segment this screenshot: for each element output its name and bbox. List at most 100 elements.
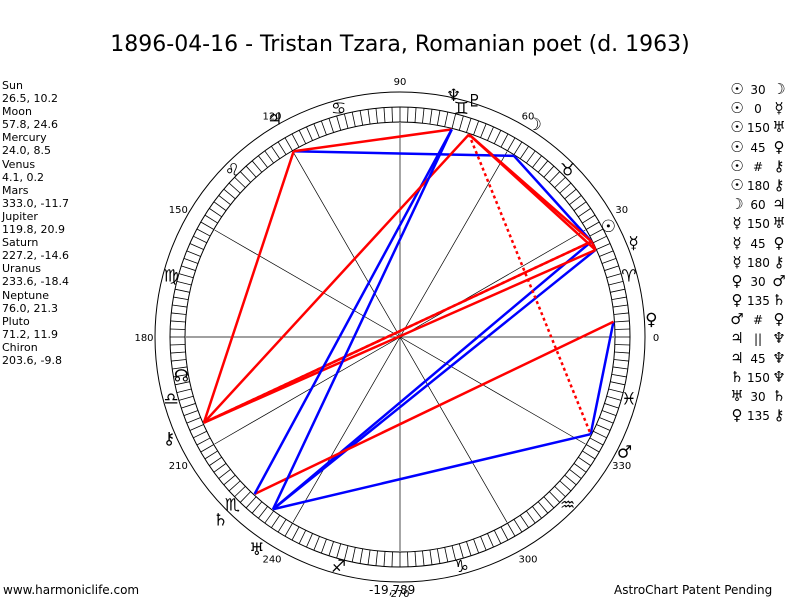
degree-tick: [359, 548, 364, 564]
aspect-symbol: 150: [747, 370, 770, 385]
degree-tick: [554, 176, 566, 188]
degree-tick: [606, 273, 622, 279]
aspect-symbol: 180: [747, 255, 770, 270]
degree-tick: [170, 328, 186, 330]
degree-tick: [613, 312, 629, 315]
degree-tick: [228, 480, 241, 492]
venus-icon: ♀: [731, 271, 743, 290]
planet-name-mars: Mars: [2, 183, 29, 197]
degree-tick: [473, 538, 480, 554]
planet-values-pluto: 71.2, 11.9: [2, 327, 58, 341]
degree-tick: [444, 547, 449, 563]
lunar-node-icon: ☊: [174, 367, 189, 387]
degree-tick: [320, 538, 327, 554]
degree-tick: [573, 201, 587, 211]
uranus-icon: ♅: [730, 387, 744, 405]
aspect-row: ♀ 135 ♄: [727, 291, 789, 310]
website-link[interactable]: www.harmoniclife.com: [3, 583, 140, 597]
degree-tick: [596, 424, 611, 431]
aspect-symbol: 135: [747, 294, 770, 309]
degree-tick: [451, 545, 457, 561]
degree-tick: [589, 228, 604, 237]
degree-tick: [196, 437, 211, 446]
degree-tick: [436, 548, 441, 564]
degree-tick: [383, 107, 386, 123]
degree-tick: [313, 123, 320, 138]
planet-values-saturn: 227.2, -14.6: [2, 249, 69, 263]
scorpio-icon: ♏: [225, 496, 240, 516]
degree-tick: [223, 474, 236, 486]
planet-name-saturn: Saturn: [2, 236, 39, 250]
degree-tick: [189, 424, 204, 431]
degree-tick: [487, 533, 494, 548]
degree-tick: [451, 113, 457, 129]
degree-tick: [200, 444, 215, 453]
degree-tick: [336, 543, 342, 559]
moon-icon: ☽: [730, 195, 744, 214]
capricorn-icon: ♑: [454, 557, 469, 577]
sun-icon: ☉: [730, 118, 744, 137]
aspect-symbol: ||: [753, 332, 763, 347]
chiron-icon: ⚷: [773, 252, 785, 271]
degree-tick: [328, 541, 334, 556]
degree-tick: [608, 388, 624, 394]
degree-tick: [593, 430, 607, 439]
degree-tick: [277, 141, 287, 155]
planet-values-neptune: 76.0, 21.3: [2, 301, 58, 315]
neptune-icon: ♆: [772, 329, 786, 348]
degree-tick: [500, 133, 509, 148]
degree-tick: [578, 456, 591, 466]
neptune-icon: ♆: [446, 86, 461, 106]
degree-tick: [209, 208, 222, 218]
degree-tick: [193, 235, 207, 244]
degree-tick: [391, 551, 393, 567]
jupiter-icon: ♃: [772, 195, 786, 214]
sagittarius-icon: ♐: [331, 557, 346, 577]
venus-icon: ♀: [645, 310, 657, 330]
planet-name-mercury: Mercury: [2, 131, 47, 145]
degree-tick: [258, 155, 268, 168]
sun-icon: ☉: [730, 99, 744, 118]
degree-tick: [429, 109, 433, 125]
degree-tick: [391, 107, 393, 123]
degree-tick: [173, 373, 189, 378]
degree-tick: [480, 536, 487, 551]
degree-tick: [298, 530, 307, 544]
chiron-icon: ⚷: [773, 156, 785, 175]
degree-tick: [549, 491, 561, 503]
degree-tick: [251, 501, 263, 514]
aspect-symbol: #: [752, 159, 764, 174]
degree-tick: [429, 549, 433, 565]
degree-tick: [422, 550, 425, 566]
aspect-symbol: 0: [754, 102, 762, 117]
degree-tick: [519, 515, 529, 528]
degree-tick: [171, 359, 187, 362]
patent-notice: AstroChart Patent Pending: [614, 583, 773, 597]
planet-values-chiron: 203.6, -9.8: [2, 353, 62, 367]
venus-icon: ♀: [773, 233, 785, 252]
aspect-line-mercury-pluto: [468, 133, 597, 251]
degree-tick: [213, 201, 227, 211]
aspect-line-pluto-chiron: [202, 133, 470, 424]
aspect-list: ☉ 30 ☽ ☉ 0 ☿ ☉ 150 ♅ ☉ 45 ♀ ☉ # ⚷ ☉ 180 ⚷ ☽ 60 ♃ ☿ 150 ♅ ☿ 45 ♀ ☿ 18…: [727, 80, 789, 425]
aspect-symbol: 45: [750, 140, 766, 155]
degree-tick: [414, 551, 417, 567]
planet-values-venus: 4.1, 0.2: [2, 170, 44, 184]
degree-tick: [336, 115, 342, 131]
saturn-icon: ♄: [772, 291, 786, 310]
mars-icon: ♂: [617, 442, 632, 462]
degree-label-60: 60: [522, 111, 535, 122]
aries-icon: ♈: [621, 267, 636, 287]
aspect-row: ☿ 45 ♀: [727, 234, 789, 253]
degree-tick: [200, 221, 215, 230]
degree-tick: [172, 366, 188, 370]
gemini-icon: ♊: [454, 99, 469, 119]
degree-tick: [320, 120, 327, 136]
aspect-row: ☿ 150 ♅: [727, 214, 789, 233]
degree-tick: [582, 214, 596, 224]
degree-tick: [601, 257, 617, 264]
degree-tick: [170, 344, 186, 346]
mercury-icon: ☿: [628, 234, 638, 254]
degree-tick: [251, 160, 263, 173]
degree-tick: [228, 182, 241, 194]
